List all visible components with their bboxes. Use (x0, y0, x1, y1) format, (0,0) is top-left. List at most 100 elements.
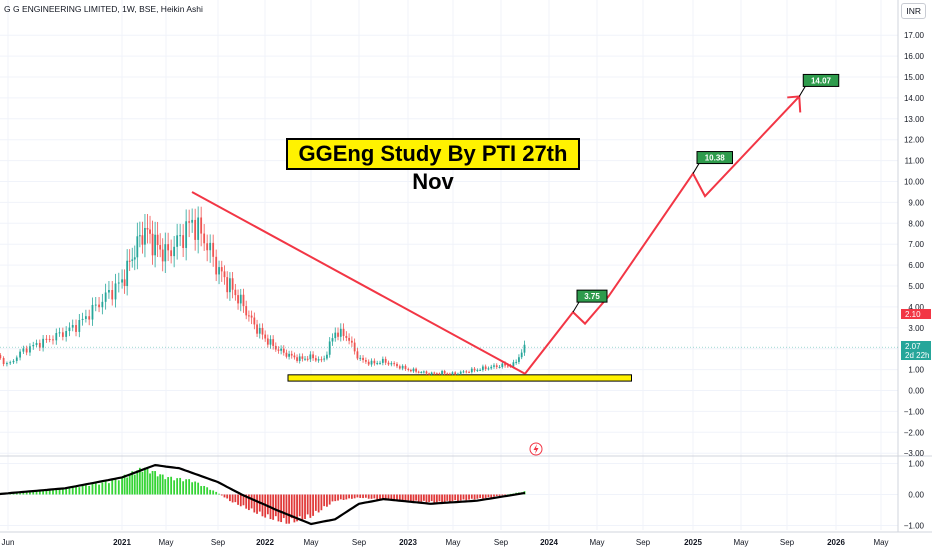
candle (231, 272, 234, 299)
candle-body (288, 353, 290, 357)
macd-bar (476, 494, 479, 499)
y-tick-label: 11.00 (905, 157, 925, 166)
candle-body (498, 366, 501, 368)
macd-bar (504, 494, 506, 495)
candle (68, 322, 71, 337)
candle (290, 350, 293, 359)
candle (317, 356, 320, 363)
candle (182, 224, 185, 258)
candle (326, 351, 328, 361)
candle (32, 341, 35, 350)
candle-body (226, 277, 229, 293)
candle (328, 337, 331, 358)
candle-body (58, 332, 61, 334)
candle (353, 338, 356, 355)
macd-bar (420, 494, 423, 502)
macd-bar (176, 478, 179, 495)
candle-body (367, 361, 370, 365)
candle-body (6, 363, 8, 365)
macd-bar (404, 494, 407, 502)
candle-body (320, 359, 323, 361)
candle (156, 221, 159, 258)
price-tag-bg (901, 309, 931, 319)
candle-body (323, 358, 326, 360)
macd-bar (320, 494, 323, 511)
x-tick-label: 2023 (399, 538, 417, 547)
candle-body (342, 328, 345, 336)
candle-body (185, 221, 188, 248)
candle (131, 247, 134, 268)
macd-bar (15, 493, 18, 495)
macd-bar (314, 494, 317, 511)
candle-body (141, 235, 144, 245)
macd-bar (501, 494, 504, 496)
candle-body (245, 306, 248, 316)
candle-body (215, 256, 218, 275)
macd-bar (29, 492, 31, 495)
macd-bar (306, 494, 309, 515)
candle-body (512, 362, 515, 367)
macd-bar (218, 493, 220, 495)
macd-bar (379, 494, 381, 500)
price-axis: 17.00 16.00 15.00 14.00 13.00 12.00 11.00 10.00… (904, 31, 925, 530)
candle (25, 345, 28, 356)
macd-bar (401, 494, 404, 502)
y-tick-label: 3.00 (908, 324, 924, 333)
lightning-icon (529, 442, 543, 456)
candle (146, 214, 149, 244)
candle (61, 327, 64, 341)
y-tick-label: 5.00 (908, 282, 924, 291)
candle-body (111, 290, 114, 300)
candle (215, 249, 218, 282)
macd-bar (443, 494, 446, 503)
candle-body (345, 335, 348, 338)
candle-body (138, 235, 141, 237)
candle-body (212, 242, 215, 257)
macd-bar (173, 480, 176, 495)
candle (293, 352, 296, 360)
candle-body (91, 304, 94, 320)
candle (111, 280, 114, 306)
currency-button[interactable]: INR (901, 3, 926, 19)
candle (404, 364, 407, 371)
candle-body (370, 360, 373, 365)
candle (314, 355, 317, 363)
candle-body (479, 369, 482, 371)
candle (141, 221, 144, 254)
macd-bar (282, 494, 285, 519)
macd-bar (435, 494, 438, 503)
macd-bar (468, 494, 470, 500)
macd-bar (38, 491, 41, 495)
candle (479, 368, 482, 372)
candle-body (309, 354, 312, 360)
candle-body (266, 338, 269, 345)
macd-bar (167, 477, 170, 495)
candle (364, 357, 367, 364)
price-tag-text: 2.07 (905, 342, 921, 351)
candle-body (393, 363, 396, 365)
macd-bar (433, 494, 436, 503)
candle (384, 356, 387, 366)
candle (149, 215, 151, 244)
macd-bar (362, 494, 364, 499)
candle (19, 349, 21, 361)
candle (465, 370, 468, 374)
macd-bar (415, 494, 417, 501)
candle (304, 355, 306, 361)
macd-bar (387, 494, 390, 501)
candle-body (25, 348, 28, 353)
candle (373, 358, 376, 366)
macd-bar (78, 487, 81, 495)
macd-bar (409, 494, 412, 502)
candle-body (293, 355, 296, 358)
downtrend-line (191, 191, 526, 375)
candle (334, 327, 337, 342)
macd-bar (42, 490, 45, 495)
candle-body (274, 345, 277, 350)
candle-body (203, 233, 206, 244)
candle-body (128, 260, 131, 262)
macd-bar (159, 474, 162, 495)
y-tick-label: 1.00 (908, 366, 924, 375)
candle (200, 206, 203, 247)
macd-bar (430, 494, 433, 502)
